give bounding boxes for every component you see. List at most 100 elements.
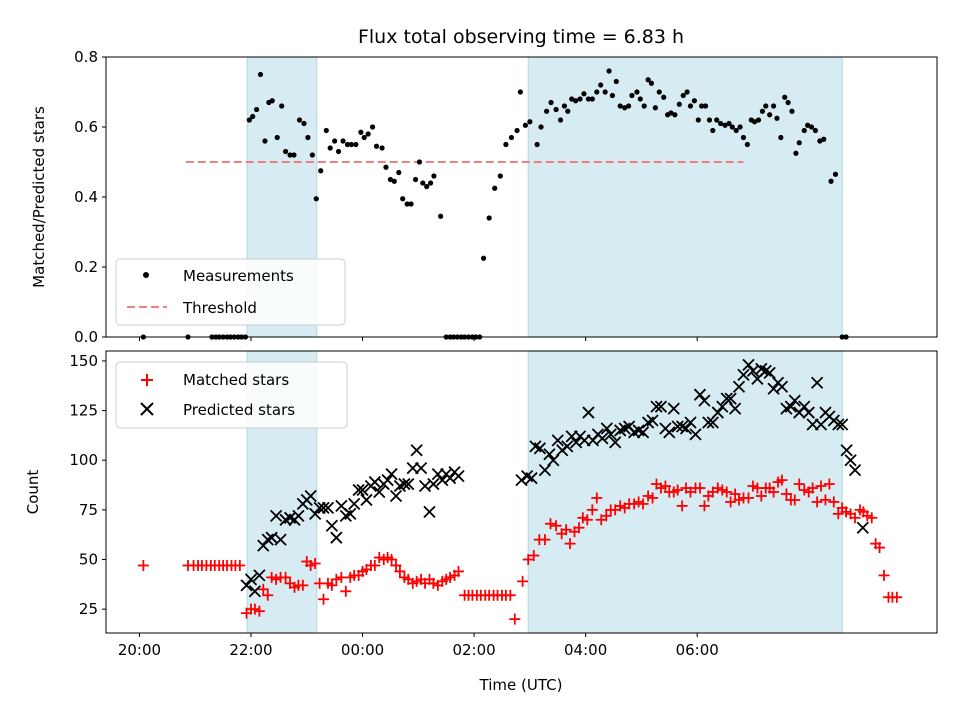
measurement-point xyxy=(691,98,697,104)
predicted-stars-point xyxy=(836,418,849,431)
matched-stars-point xyxy=(676,500,688,512)
matched-stars-point xyxy=(573,522,585,534)
matched-stars-point xyxy=(257,583,269,595)
measurement-point xyxy=(609,92,616,99)
x-tick-label: 04:00 xyxy=(564,641,607,659)
measurement-point xyxy=(279,103,285,109)
measurement-point xyxy=(569,96,575,102)
matched-stars-point xyxy=(390,559,402,571)
matched-stars-point xyxy=(234,559,246,571)
measurement-point xyxy=(668,110,674,116)
predicted-stars-point xyxy=(274,533,287,546)
bottom-legend: Matched stars Predicted stars xyxy=(115,361,348,429)
matched-stars-point xyxy=(659,480,671,492)
top-legend: Measurements Threshold xyxy=(115,258,346,326)
measurement-point xyxy=(774,115,780,121)
measurement-point xyxy=(722,122,728,128)
measurement-point xyxy=(538,124,544,130)
predicted-stars-point xyxy=(693,388,707,401)
measurement-point xyxy=(246,117,252,123)
measurement-point xyxy=(517,89,523,95)
measurement-point xyxy=(744,141,750,148)
predicted-stars-point xyxy=(261,533,274,546)
measurement-point xyxy=(565,108,571,114)
matched-stars-point xyxy=(581,514,593,526)
matched-stars-point xyxy=(452,565,464,577)
measurement-point xyxy=(282,148,289,155)
y-tick-label: 100 xyxy=(69,451,98,469)
measurement-point xyxy=(793,150,799,156)
matched-stars-point xyxy=(807,482,819,494)
measurement-point xyxy=(577,96,583,102)
matched-stars-point xyxy=(330,573,342,585)
measurement-point xyxy=(687,103,694,109)
predicted-stars-point xyxy=(675,420,689,433)
measurement-point xyxy=(634,89,640,95)
predicted-stars-point xyxy=(543,448,556,461)
measurement-point xyxy=(598,82,604,88)
predicted-stars-point xyxy=(636,426,650,439)
matched-stars-point xyxy=(539,534,551,546)
measurement-point xyxy=(561,103,568,109)
measurement-point xyxy=(706,117,713,123)
predicted-stars-point xyxy=(724,392,737,405)
measurement-point xyxy=(391,178,397,184)
measurement-point xyxy=(710,127,716,134)
predicted-stars-point xyxy=(840,444,853,457)
matched-stars-point xyxy=(326,579,338,591)
predicted-stars-point xyxy=(373,485,386,499)
matched-stars-point xyxy=(369,559,381,571)
matched-stars-point xyxy=(729,488,741,500)
x-tick-label: 00:00 xyxy=(341,641,384,659)
matched-stars-point xyxy=(776,474,788,486)
measurement-point xyxy=(497,173,503,179)
predicted-stars-point xyxy=(561,440,574,453)
measurement-point xyxy=(327,145,333,151)
matched-stars-point xyxy=(550,520,562,532)
measurement-point xyxy=(740,134,747,141)
predicted-stars-point xyxy=(533,442,547,455)
matched-stars-point xyxy=(386,554,398,566)
measurement-point xyxy=(785,99,791,106)
measurement-point xyxy=(383,164,389,170)
matched-stars-point xyxy=(811,496,823,508)
matched-stars-point xyxy=(253,605,265,617)
matched-stars-point xyxy=(600,510,612,522)
y-tick-label: 125 xyxy=(69,402,98,420)
predicted-stars-point xyxy=(844,454,857,467)
matched-stars-point xyxy=(780,488,792,500)
predicted-stars-point xyxy=(398,477,411,491)
matched-stars-point xyxy=(721,486,733,498)
measurement-point xyxy=(755,117,762,123)
measurement-point xyxy=(763,103,769,109)
measurement-point xyxy=(309,152,315,158)
measurement-point xyxy=(527,119,533,125)
measurement-point xyxy=(684,89,690,95)
predicted-stars-point xyxy=(604,428,617,441)
predicted-stars-point xyxy=(763,366,776,379)
matched-stars-point xyxy=(891,591,903,603)
measurement-point xyxy=(699,103,705,109)
matched-stars-point xyxy=(742,492,754,504)
predicted-stars-point xyxy=(759,364,772,377)
measurement-point xyxy=(629,92,635,99)
predicted-stars-point xyxy=(304,489,317,503)
matched-stars-point xyxy=(591,492,603,504)
measurement-point xyxy=(412,176,419,183)
predicted-stars-point xyxy=(356,483,369,497)
predicted-stars-point xyxy=(663,426,676,439)
measurement-point xyxy=(262,138,268,144)
matched-stars-point xyxy=(309,557,321,569)
measurement-point xyxy=(438,213,444,219)
measurement-point xyxy=(652,105,658,111)
predicted-stars-point xyxy=(706,416,719,429)
matched-stars-point xyxy=(819,494,831,506)
measurement-point xyxy=(617,103,623,109)
top-legend-box xyxy=(115,258,346,326)
measurement-point xyxy=(427,180,434,186)
predicted-stars-point xyxy=(244,573,258,586)
measurement-point xyxy=(503,141,509,148)
measurement-point xyxy=(250,113,256,120)
measurement-point xyxy=(514,127,520,134)
measurement-point xyxy=(808,124,815,130)
